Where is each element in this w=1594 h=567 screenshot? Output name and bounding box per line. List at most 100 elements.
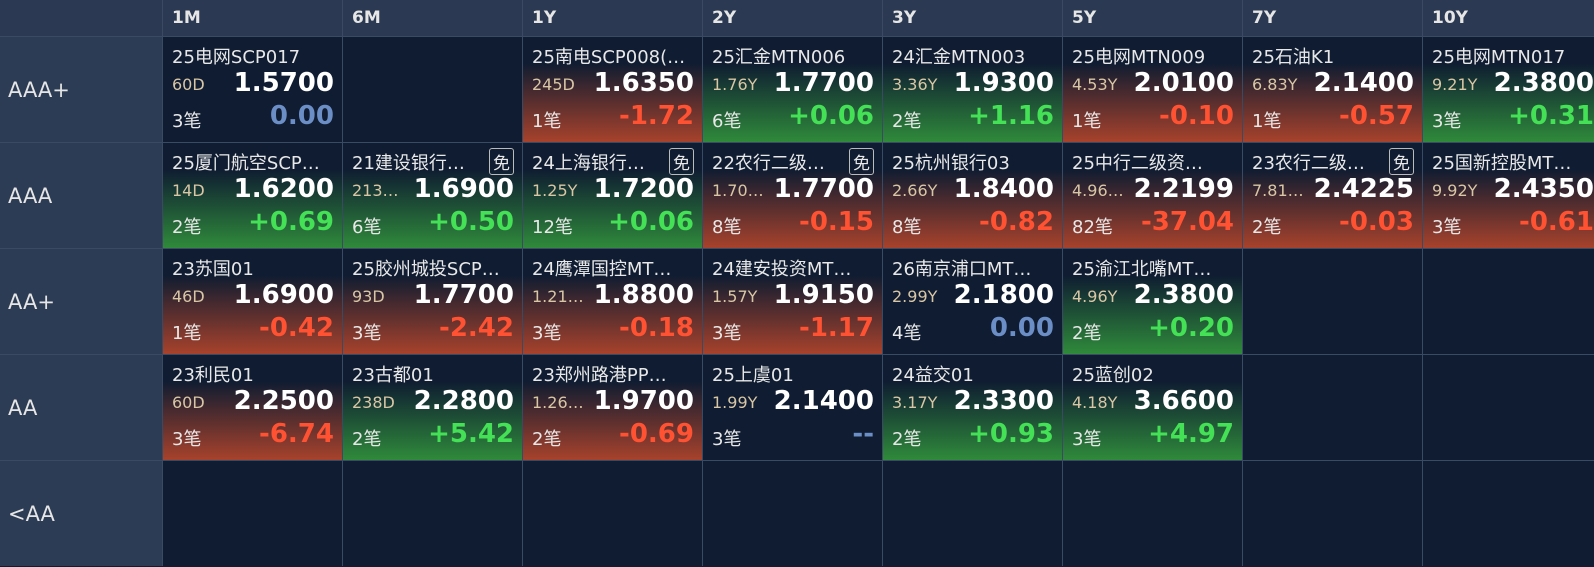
bond-cell[interactable]: 26南京浦口MT… 2.99Y 2.1800 4笔 0.00: [883, 249, 1062, 354]
change: -0.69: [619, 419, 694, 449]
term: 6.83Y: [1252, 75, 1298, 94]
bond-name: 24建安投资MT…: [712, 259, 852, 280]
bond-cell[interactable]: 25电网MTN009 4.53Y 2.0100 1笔 -0.10: [1063, 37, 1242, 142]
bond-cell[interactable]: 25中行二级资… 4.96… 2.2199 82笔 -37.04: [1063, 143, 1242, 248]
bond-cell[interactable]: 24益交01 3.17Y 2.3300 2笔 +0.93: [883, 355, 1062, 460]
tax-free-badge: 免: [489, 148, 514, 175]
change: -0.82: [979, 207, 1054, 237]
bond-name: 23郑州路港PP…: [532, 365, 667, 386]
term: 1.57Y: [712, 287, 758, 306]
yield: 2.1400: [773, 386, 874, 416]
term: 4.96…: [1072, 181, 1124, 200]
bond-cell[interactable]: 23古都01 238D 2.2800 2笔 +5.42: [343, 355, 522, 460]
bond-cell[interactable]: 24鹰潭国控MT… 1.21… 1.8800 3笔 -0.18: [523, 249, 702, 354]
change: -2.42: [439, 313, 514, 343]
bond-cell[interactable]: 23苏国01 46D 1.6900 1笔 -0.42: [163, 249, 342, 354]
trade-count: 3笔: [1072, 429, 1102, 450]
bond-cell[interactable]: 25电网MTN017 9.21Y 2.3800 3笔 +0.31: [1423, 37, 1594, 142]
trade-count: 6笔: [352, 217, 382, 238]
term: 9.21Y: [1432, 75, 1478, 94]
yield: 2.3800: [1493, 68, 1594, 98]
bond-cell[interactable]: 25杭州银行03 2.66Y 1.8400 8笔 -0.82: [883, 143, 1062, 248]
term: 46D: [172, 287, 205, 306]
change: -37.04: [1140, 207, 1234, 237]
bond-name: 25石油K1: [1252, 47, 1335, 68]
corner-header: [0, 0, 162, 36]
yield: 2.4350: [1493, 174, 1594, 204]
change: +0.50: [428, 207, 514, 237]
bond-name: 25中行二级资…: [1072, 153, 1203, 174]
trade-count: 82笔: [1072, 217, 1113, 238]
yield: 1.7200: [593, 174, 694, 204]
empty-cell: [343, 461, 522, 566]
term: 2.99Y: [892, 287, 938, 306]
bond-name: 25蓝创02: [1072, 365, 1154, 386]
empty-cell: [1243, 249, 1422, 354]
trade-count: 8笔: [892, 217, 922, 238]
bond-name: 25上虞01: [712, 365, 794, 386]
bond-cell[interactable]: 24汇金MTN003 3.36Y 1.9300 2笔 +1.16: [883, 37, 1062, 142]
change: +5.42: [428, 419, 514, 449]
bond-cell[interactable]: 24建安投资MT… 1.57Y 1.9150 3笔 -1.17: [703, 249, 882, 354]
trade-count: 3笔: [352, 323, 382, 344]
bond-cell[interactable]: 25渝江北嘴MT… 4.96Y 2.3800 2笔 +0.20: [1063, 249, 1242, 354]
yield: 1.8400: [953, 174, 1054, 204]
term: 1.25Y: [532, 181, 578, 200]
tax-free-badge: 免: [849, 148, 874, 175]
tax-free-badge: 免: [669, 148, 694, 175]
bond-cell[interactable]: 25胶州城投SCP… 93D 1.7700 3笔 -2.42: [343, 249, 522, 354]
change: -0.15: [799, 207, 874, 237]
bond-name: 25电网SCP017: [172, 47, 301, 68]
change: +0.69: [248, 207, 334, 237]
bond-cell[interactable]: 25国新控股MT… 9.92Y 2.4350 3笔 -0.61: [1423, 143, 1594, 248]
bond-cell[interactable]: 25汇金MTN006 1.76Y 1.7700 6笔 +0.06: [703, 37, 882, 142]
term: 1.21…: [532, 287, 584, 306]
bond-cell[interactable]: 23郑州路港PP… 1.26… 1.9700 2笔 -0.69: [523, 355, 702, 460]
bond-name: 24益交01: [892, 365, 974, 386]
bond-name: 24上海银行…: [532, 153, 645, 174]
trade-count: 12笔: [532, 217, 573, 238]
tax-free-badge: 免: [1389, 148, 1414, 175]
bond-cell[interactable]: 25厦门航空SCP… 14D 1.6200 2笔 +0.69: [163, 143, 342, 248]
term: 1.26…: [532, 393, 584, 412]
term: 3.36Y: [892, 75, 938, 94]
bond-cell[interactable]: 24上海银行… 免 1.25Y 1.7200 12笔 +0.06: [523, 143, 702, 248]
trade-count: 3笔: [1432, 217, 1462, 238]
bond-cell[interactable]: 21建设银行… 免 213… 1.6900 6笔 +0.50: [343, 143, 522, 248]
empty-cell: [703, 461, 882, 566]
trade-count: 3笔: [712, 323, 742, 344]
trade-count: 4笔: [892, 323, 922, 344]
bond-name: 24鹰潭国控MT…: [532, 259, 672, 280]
empty-cell: [163, 461, 342, 566]
term: 2.66Y: [892, 181, 938, 200]
bond-name: 24汇金MTN003: [892, 47, 1026, 68]
empty-cell: [1423, 461, 1594, 566]
bond-cell[interactable]: 23利民01 60D 2.2500 3笔 -6.74: [163, 355, 342, 460]
bond-cell[interactable]: 25石油K1 6.83Y 2.1400 1笔 -0.57: [1243, 37, 1422, 142]
column-header: 1M: [163, 0, 342, 36]
column-header: 7Y: [1243, 0, 1422, 36]
bond-cell[interactable]: 23农行二级… 免 7.81… 2.4225 2笔 -0.03: [1243, 143, 1422, 248]
trade-count: 8笔: [712, 217, 742, 238]
bond-cell[interactable]: 25上虞01 1.99Y 2.1400 3笔 --: [703, 355, 882, 460]
empty-cell: [1063, 461, 1242, 566]
trade-count: 3笔: [172, 429, 202, 450]
bond-cell[interactable]: 25南电SCP008(… 245D 1.6350 1笔 -1.72: [523, 37, 702, 142]
rating-label: AA: [0, 355, 162, 460]
change: +0.06: [608, 207, 694, 237]
change: -1.17: [799, 313, 874, 343]
term: 1.99Y: [712, 393, 758, 412]
term: 93D: [352, 287, 385, 306]
yield: 2.2500: [233, 386, 334, 416]
yield: 1.7700: [773, 174, 874, 204]
bond-cell[interactable]: 22农行二级… 免 1.70… 1.7700 8笔 -0.15: [703, 143, 882, 248]
column-header: 5Y: [1063, 0, 1242, 36]
trade-count: 3笔: [172, 111, 202, 132]
bond-cell[interactable]: 25蓝创02 4.18Y 3.6600 3笔 +4.97: [1063, 355, 1242, 460]
trade-count: 2笔: [172, 217, 202, 238]
bond-cell[interactable]: 25电网SCP017 60D 1.5700 3笔 0.00: [163, 37, 342, 142]
bond-name: 25胶州城投SCP…: [352, 259, 500, 280]
trade-count: 3笔: [532, 323, 562, 344]
change: 0.00: [989, 313, 1054, 343]
column-header: 6M: [343, 0, 522, 36]
